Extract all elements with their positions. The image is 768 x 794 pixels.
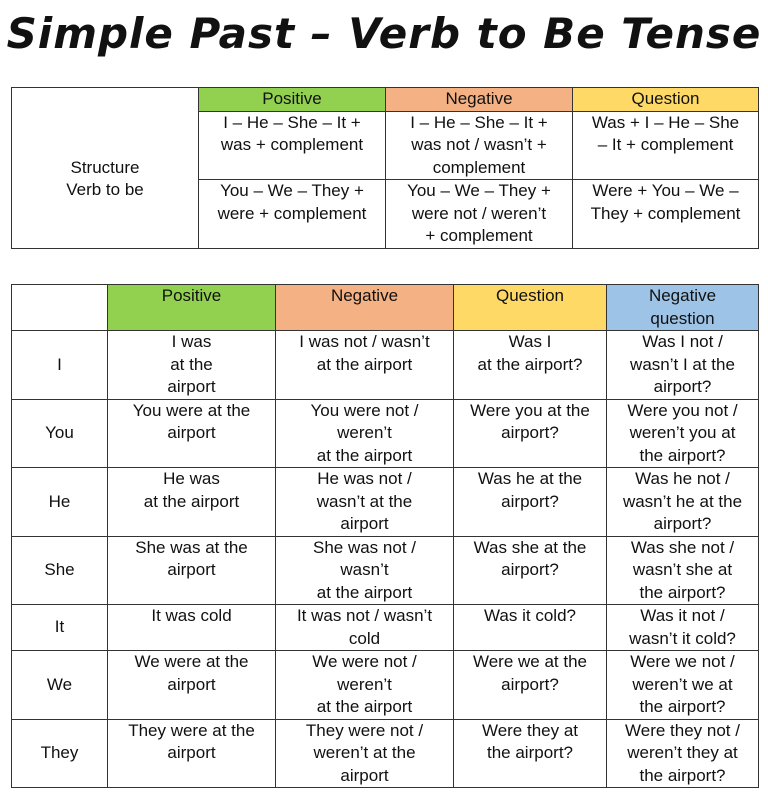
negative-question-cell: Was it not / wasn’t it cold? (606, 604, 759, 651)
pronoun-cell: It (11, 604, 108, 651)
structure-row: Structure Verb to be I – He – She – It +… (11, 110, 759, 249)
examples-table: Positive Negative Question Negative ques… (11, 284, 759, 788)
negative-cell: We were not / weren’t at the airport (275, 650, 454, 720)
header-positive: Positive (198, 87, 386, 112)
structure-label: Structure Verb to be (11, 111, 199, 249)
table-row: She She was at the airport She was not / w… (11, 535, 759, 605)
negative-question-cell: Was I not / wasn’t I at the airport? (606, 330, 759, 400)
structure-header-row: Positive Negative Question (11, 87, 759, 112)
table-row: We We were at the airport We were not / we… (11, 650, 759, 720)
question-cell: Was it cold? (453, 604, 607, 651)
header-empty (11, 284, 108, 331)
positive-cell: I was at the airport (107, 330, 276, 400)
positive-cell: It was cold (107, 604, 276, 651)
positive-cell: We were at the airport (107, 650, 276, 720)
structure-table: Positive Negative Question Structure Ver… (11, 87, 759, 249)
positive-cell: She was at the airport (107, 535, 276, 605)
question-cell: Was I at the airport? (453, 330, 607, 400)
negative-question-cell: Was he not / wasn’t he at the airport? (606, 467, 759, 537)
positive-cell: They were at the airport (107, 718, 276, 788)
header-negative-question: Negative question (606, 284, 759, 331)
negative-question-cell: Were you not / weren’t you at the airpor… (606, 398, 759, 468)
question-cell: Were you at the airport? (453, 398, 607, 468)
page-title: Simple Past – Verb to Be Tense (6, 9, 762, 58)
pronoun-cell: You (11, 398, 108, 468)
negative-cell: She was not / wasn’t at the airport (275, 535, 454, 605)
structure-cell: I – He – She – It + was not / wasn’t + c… (385, 110, 573, 180)
pronoun-cell: I (11, 330, 108, 400)
table-row: He He was at the airport He was not / wasn… (11, 467, 759, 537)
structure-cell: Were + You – We – They + complement (572, 179, 759, 249)
header-negative: Negative (385, 87, 573, 112)
pronoun-cell: She (11, 535, 108, 605)
structure-cell: I – He – She – It + was + complement (198, 110, 386, 180)
negative-question-cell: Were they not / weren’t they at the airp… (606, 718, 759, 788)
pronoun-cell: We (11, 650, 108, 720)
negative-cell: He was not / wasn’t at the airport (275, 467, 454, 537)
header-negative: Negative (275, 284, 454, 331)
pronoun-cell: He (11, 467, 108, 537)
negative-question-cell: Were we not / weren’t we at the airport? (606, 650, 759, 720)
positive-cell: You were at the airport (107, 398, 276, 468)
negative-question-cell: Was she not / wasn’t she at the airport? (606, 535, 759, 605)
question-cell: Were we at the airport? (453, 650, 607, 720)
negative-cell: It was not / wasn’t cold (275, 604, 454, 651)
table-row: It It was cold It was not / wasn’t cold Was… (11, 604, 759, 651)
positive-cell: He was at the airport (107, 467, 276, 537)
header-question: Question (453, 284, 607, 331)
structure-cell: You – We – They + were + complement (198, 179, 386, 249)
structure-cell: Was + I – He – She – It + complement (572, 110, 759, 180)
table-row: You You were at the airport You were not /… (11, 398, 759, 468)
negative-cell: They were not / weren’t at the airport (275, 718, 454, 788)
examples-header-row: Positive Negative Question Negative ques… (11, 284, 759, 331)
structure-cell: You – We – They + were not / weren’t + c… (385, 179, 573, 249)
question-cell: Was she at the airport? (453, 535, 607, 605)
header-question: Question (572, 87, 759, 112)
header-positive: Positive (107, 284, 276, 331)
table-row: They They were at the airport They were no… (11, 718, 759, 788)
structure-corner (11, 87, 199, 111)
question-cell: Was he at the airport? (453, 467, 607, 537)
question-cell: Were they at the airport? (453, 718, 607, 788)
negative-cell: You were not / weren’t at the airport (275, 398, 454, 468)
negative-cell: I was not / wasn’t at the airport (275, 330, 454, 400)
structure-row: You – We – They + were + complement You … (12, 179, 759, 249)
pronoun-cell: They (11, 718, 108, 788)
